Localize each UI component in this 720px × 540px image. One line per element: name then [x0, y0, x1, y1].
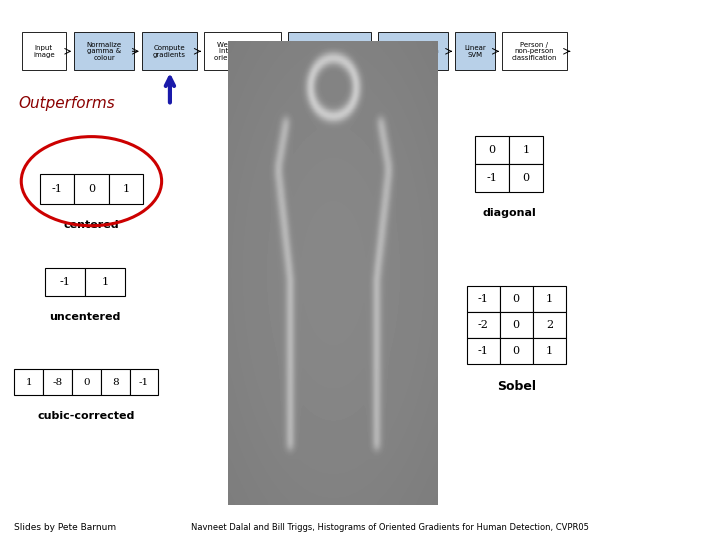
Text: 1: 1 [25, 378, 32, 387]
Bar [509, 136, 543, 164]
FancyBboxPatch shape [288, 32, 371, 70]
Text: 0: 0 [523, 173, 529, 183]
Bar [467, 338, 500, 364]
Text: 0: 0 [513, 320, 520, 330]
FancyBboxPatch shape [455, 32, 495, 70]
Text: Collect HOG's
over detection
window: Collect HOG's over detection window [387, 42, 438, 61]
Bar [14, 369, 43, 395]
Bar [40, 174, 74, 204]
Text: Normalize
gamma &
colour: Normalize gamma & colour [86, 42, 122, 61]
Text: 0: 0 [83, 378, 90, 387]
Text: 1: 1 [546, 294, 553, 304]
Text: Person /
non-person
classification: Person / non-person classification [511, 42, 557, 61]
Text: Navneet Dalal and Bill Triggs, Histograms of Oriented Gradients for Human Detect: Navneet Dalal and Bill Triggs, Histogram… [191, 523, 589, 532]
Bar [533, 338, 566, 364]
Text: Sobel: Sobel [497, 380, 536, 393]
Text: Compute
gradients: Compute gradients [153, 45, 186, 58]
Text: diagonal: diagonal [482, 208, 536, 219]
FancyBboxPatch shape [378, 32, 448, 70]
Text: -2: -2 [477, 320, 489, 330]
Text: 2: 2 [546, 320, 553, 330]
Bar [475, 136, 509, 164]
Bar [74, 174, 109, 204]
Text: 8: 8 [112, 378, 119, 387]
Bar [475, 164, 509, 192]
Bar [85, 268, 125, 296]
Bar [45, 268, 85, 296]
Text: -1: -1 [477, 294, 489, 304]
Text: 0: 0 [88, 184, 95, 194]
Text: Slides by Pete Barnum: Slides by Pete Barnum [14, 523, 117, 532]
Bar [109, 174, 143, 204]
FancyBboxPatch shape [74, 32, 134, 70]
Bar [43, 369, 72, 395]
Text: 1: 1 [122, 184, 130, 194]
Bar [500, 338, 533, 364]
FancyBboxPatch shape [22, 32, 66, 70]
Bar [533, 312, 566, 338]
Text: -8: -8 [53, 378, 63, 387]
Bar [467, 286, 500, 312]
Bar [130, 369, 158, 395]
Bar [101, 369, 130, 395]
Bar [72, 369, 101, 395]
Text: Outperforms: Outperforms [18, 96, 114, 111]
Text: Weighted vote
into spatial &
orientation cells: Weighted vote into spatial & orientation… [214, 42, 271, 61]
Bar [500, 312, 533, 338]
Text: 1: 1 [546, 346, 553, 356]
FancyBboxPatch shape [204, 32, 281, 70]
Text: -1: -1 [139, 378, 149, 387]
Bar [509, 164, 543, 192]
Text: -1: -1 [477, 346, 489, 356]
Text: uncentered: uncentered [49, 312, 121, 322]
FancyBboxPatch shape [502, 32, 567, 70]
Text: 0: 0 [513, 294, 520, 304]
Bar [467, 312, 500, 338]
Bar [533, 286, 566, 312]
Text: 0: 0 [513, 346, 520, 356]
Text: -1: -1 [51, 184, 63, 194]
FancyBboxPatch shape [142, 32, 197, 70]
Text: 0: 0 [489, 145, 495, 155]
Text: cubic-corrected: cubic-corrected [37, 411, 135, 422]
Text: 1: 1 [523, 145, 529, 155]
Text: 1: 1 [102, 277, 108, 287]
Text: -1: -1 [487, 173, 498, 183]
Text: Input
image: Input image [33, 45, 55, 58]
Text: Linear
SVM: Linear SVM [464, 45, 486, 58]
Text: Contrast normalize
over overlapping
spatial blocks: Contrast normalize over overlapping spat… [296, 42, 363, 61]
Text: centered: centered [63, 220, 120, 231]
Bar [500, 286, 533, 312]
Text: -1: -1 [60, 277, 71, 287]
